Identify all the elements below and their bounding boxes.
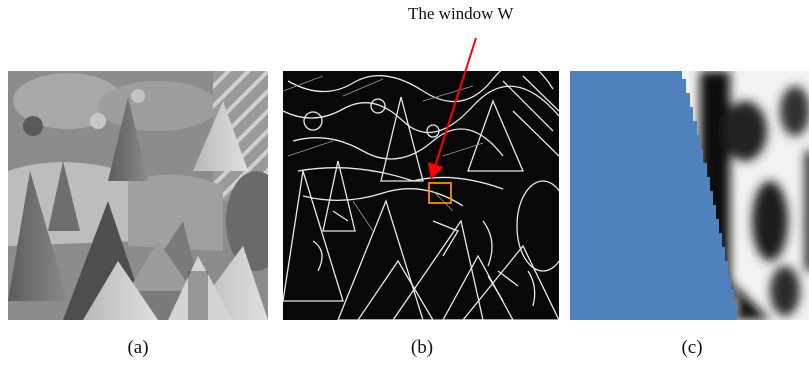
- caption-a: (a): [127, 337, 149, 358]
- window-annotation-label: The window W: [408, 4, 514, 23]
- panel-a-grayscale-image: [8, 71, 268, 320]
- panel-c-zoomed-window: [570, 71, 809, 320]
- panel-b-edge-map: [283, 71, 559, 320]
- window-w-box: [428, 182, 452, 204]
- caption-c: (c): [681, 337, 703, 358]
- caption-b: (b): [410, 337, 434, 358]
- masked-region: [570, 71, 737, 320]
